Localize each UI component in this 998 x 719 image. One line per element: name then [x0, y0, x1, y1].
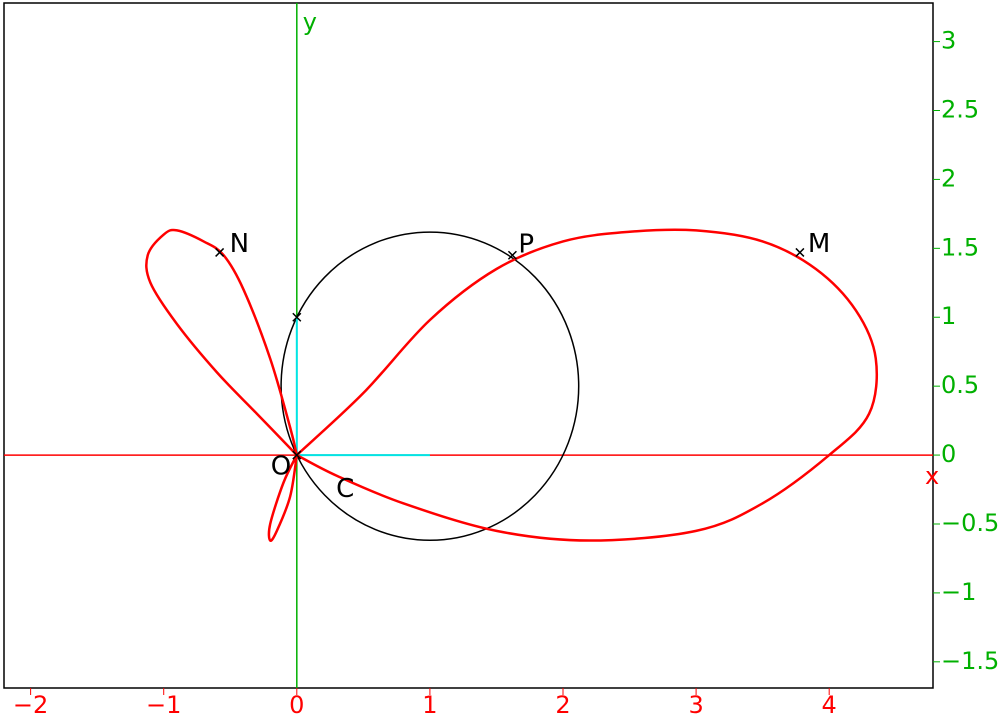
point-marker [292, 312, 302, 322]
y-tick-label: 2.5 [941, 96, 979, 124]
x-tick-label: −1 [146, 691, 181, 719]
circle [280, 231, 580, 541]
point-label: N [230, 229, 249, 259]
y-axis-label: y [303, 8, 317, 36]
point-label: O [271, 452, 291, 482]
curve [295, 228, 879, 542]
y-tick-label: 1 [941, 302, 956, 330]
x-tick-label: −2 [13, 691, 48, 719]
x-tick-label: 4 [822, 691, 837, 719]
curve [145, 228, 299, 456]
y-tick-label: −0.5 [941, 509, 998, 537]
x-tick-label: 2 [555, 691, 570, 719]
y-tick-label: −1 [941, 578, 976, 606]
y-tick-label: 2 [941, 164, 956, 192]
y-tick-label: 3 [941, 27, 956, 55]
curve [267, 454, 299, 542]
point-label: M [808, 229, 830, 259]
point-marker [507, 250, 517, 260]
point-label: P [518, 230, 534, 260]
point-marker [292, 450, 302, 460]
plot-frame [3, 2, 934, 689]
point-label: C [336, 474, 354, 504]
x-tick-label: 3 [688, 691, 703, 719]
y-tick-label: 0 [941, 440, 956, 468]
y-tick-label: 0.5 [941, 371, 979, 399]
point-marker [215, 247, 225, 257]
x-axis-label: x [925, 462, 939, 490]
point-marker [795, 247, 805, 257]
y-tick-label: 1.5 [941, 233, 979, 261]
y-tick-label: −1.5 [941, 647, 998, 675]
x-tick-label: 0 [289, 691, 304, 719]
x-tick-label: 1 [422, 691, 437, 719]
